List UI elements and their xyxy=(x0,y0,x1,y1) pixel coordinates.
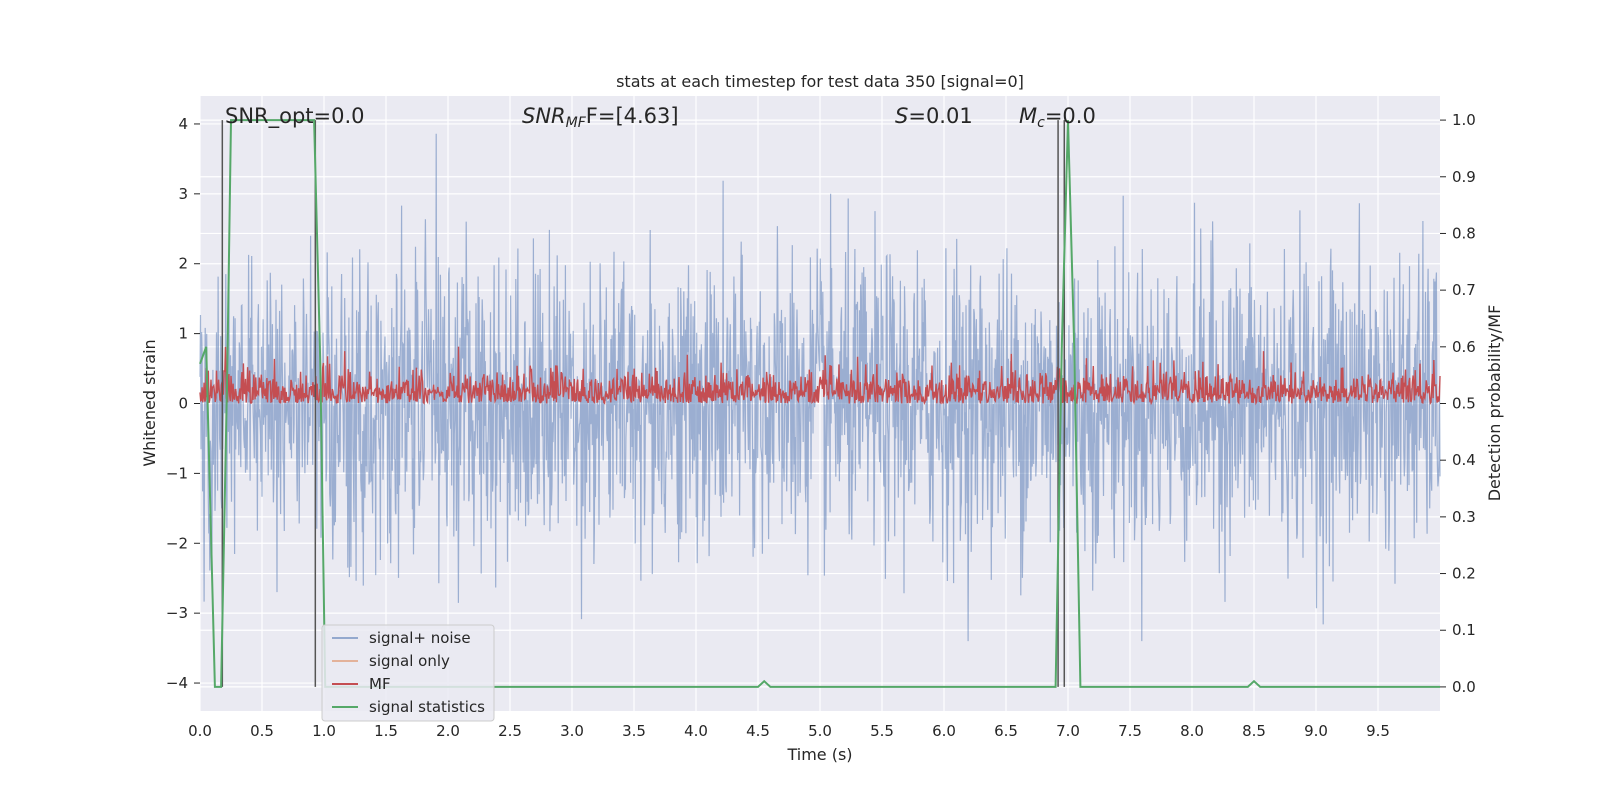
x-tick-label: 5.0 xyxy=(808,722,832,740)
y-tick-label: −3 xyxy=(166,604,188,622)
signal-statistics-series xyxy=(199,119,1440,688)
x-tick-label: 9.5 xyxy=(1366,722,1390,740)
y2-tick-label: 0.6 xyxy=(1452,338,1476,356)
legend-box xyxy=(321,624,495,722)
y-tick-label: 2 xyxy=(178,255,188,273)
annotation-mc: Mc=0.0 xyxy=(1019,104,1096,131)
x-tick-label: 1.5 xyxy=(374,722,398,740)
y-tick-label: −2 xyxy=(166,534,188,552)
mf-series xyxy=(199,346,1441,406)
signal-noise-series xyxy=(199,133,1441,642)
x-tick-labels: 0.0 0.5 1.0 1.5 2.0 2.5 3.0 3.5 4.0 4.5 5.0 5.5 6.0 6… xyxy=(188,722,1390,740)
signal-statistics-line xyxy=(199,119,1440,688)
annotation-s: S=0.01 xyxy=(895,104,973,128)
mf-line xyxy=(199,346,1441,406)
legend-label-signal-noise: signal+ noise xyxy=(369,629,471,647)
y2-tick-label: 0.8 xyxy=(1452,224,1476,242)
x-tick-label: 3.5 xyxy=(622,722,646,740)
y2-tick-label: 0.7 xyxy=(1452,281,1476,299)
annotation-snr-opt: SNR_opt=0.0 xyxy=(225,104,365,129)
legend-label-mf: MF xyxy=(369,675,391,693)
legend: signal+ noise signal only MF signal stat… xyxy=(321,624,495,722)
y2-axis-label: Detection probability/MF xyxy=(1485,305,1504,502)
x-tick-label: 2.5 xyxy=(498,722,522,740)
x-axis-label: Time (s) xyxy=(786,745,852,764)
x-tick-label: 4.0 xyxy=(684,722,708,740)
y-tick-label: 0 xyxy=(178,395,188,413)
y-tick-label: 4 xyxy=(178,115,188,133)
annotation-snr-mf: SNRMFF=[4.63] xyxy=(522,104,679,131)
x-tick-label: 6.0 xyxy=(932,722,956,740)
x-tick-label: 0.0 xyxy=(188,722,212,740)
y-tick-label: −4 xyxy=(166,674,188,692)
x-tick-label: 3.0 xyxy=(560,722,584,740)
x-tick-label: 9.0 xyxy=(1304,722,1328,740)
y-tick-labels: 4 3 2 1 0 −1 −2 −3 −4 xyxy=(166,115,200,692)
x-tick-label: 1.0 xyxy=(312,722,336,740)
y2-tick-label: 1.0 xyxy=(1452,111,1476,129)
chart-title: stats at each timestep for test data 350… xyxy=(616,72,1024,91)
y2-tick-label: 0.0 xyxy=(1452,678,1476,696)
legend-label-signal-only: signal only xyxy=(369,652,450,670)
y2-tick-label: 0.3 xyxy=(1452,508,1476,526)
y-tick-label: −1 xyxy=(166,464,188,482)
y2-tick-label: 0.1 xyxy=(1452,621,1476,639)
legend-label-signal-statistics: signal statistics xyxy=(369,698,485,716)
x-tick-label: 4.5 xyxy=(746,722,770,740)
x-tick-label: 2.0 xyxy=(436,722,460,740)
signal-noise-line xyxy=(199,133,1441,642)
x-tick-label: 8.5 xyxy=(1242,722,1266,740)
y-tick-label: 1 xyxy=(178,325,188,343)
y-tick-label: 3 xyxy=(178,185,188,203)
y2-tick-label: 0.4 xyxy=(1452,451,1476,469)
y2-tick-label: 0.2 xyxy=(1452,565,1476,583)
x-tick-label: 7.0 xyxy=(1056,722,1080,740)
x-tick-label: 0.5 xyxy=(250,722,274,740)
y2-tick-labels: 1.0 0.9 0.8 0.7 0.6 0.5 0.4 0.3 0.2 0.1 0.0 xyxy=(1440,111,1476,696)
x-tick-label: 8.0 xyxy=(1180,722,1204,740)
y-axis-label: Whitened strain xyxy=(140,339,159,466)
x-tick-label: 5.5 xyxy=(870,722,894,740)
x-tick-label: 7.5 xyxy=(1118,722,1142,740)
y2-tick-label: 0.5 xyxy=(1452,395,1476,413)
x-tick-label: 6.5 xyxy=(994,722,1018,740)
y2-tick-label: 0.9 xyxy=(1452,168,1476,186)
